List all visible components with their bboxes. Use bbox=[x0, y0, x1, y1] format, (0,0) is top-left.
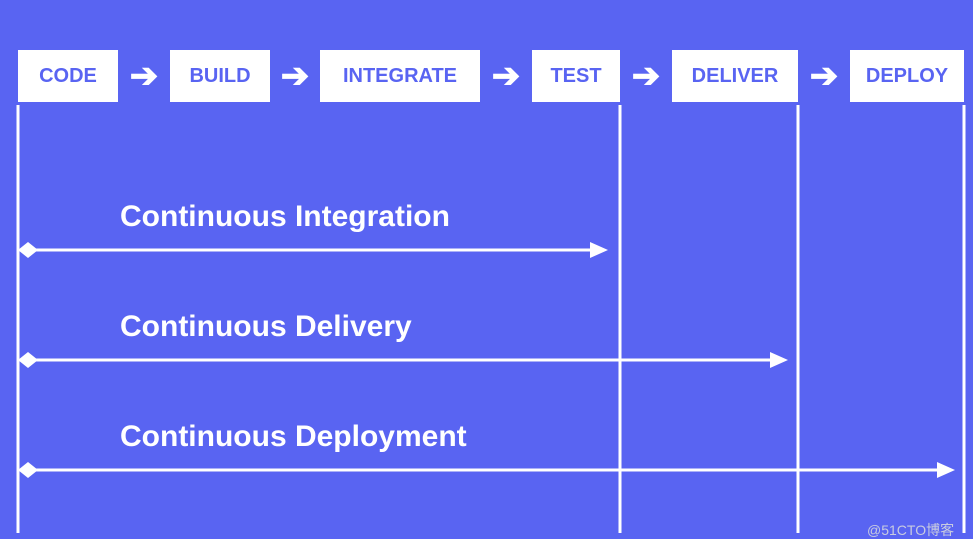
label-cdeploy: Continuous Deployment bbox=[120, 420, 467, 454]
stage-build: BUILD bbox=[170, 50, 270, 102]
stage-test: TEST bbox=[532, 50, 620, 102]
flow-arrow-deliver-to-deploy: ➔ bbox=[798, 50, 850, 102]
span-ci bbox=[18, 235, 608, 265]
watermark: @51CTO博客 bbox=[867, 520, 954, 539]
stage-deploy: DEPLOY bbox=[850, 50, 964, 102]
span-cd bbox=[18, 345, 788, 375]
stage-deliver: DELIVER bbox=[672, 50, 798, 102]
sep-after-deploy bbox=[962, 105, 966, 533]
label-cd: Continuous Delivery bbox=[120, 310, 412, 344]
flow-arrow-build-to-integrate: ➔ bbox=[270, 50, 320, 102]
stage-integrate: INTEGRATE bbox=[320, 50, 480, 102]
label-ci: Continuous Integration bbox=[120, 200, 450, 234]
flow-arrow-code-to-build: ➔ bbox=[118, 50, 170, 102]
flow-arrow-test-to-deliver: ➔ bbox=[620, 50, 672, 102]
flow-arrow-integrate-to-test: ➔ bbox=[480, 50, 532, 102]
stage-code: CODE bbox=[18, 50, 118, 102]
span-cdeploy bbox=[18, 455, 955, 485]
diagram-canvas: CODE➔BUILD➔INTEGRATE➔TEST➔DELIVER➔DEPLOY… bbox=[0, 0, 973, 539]
